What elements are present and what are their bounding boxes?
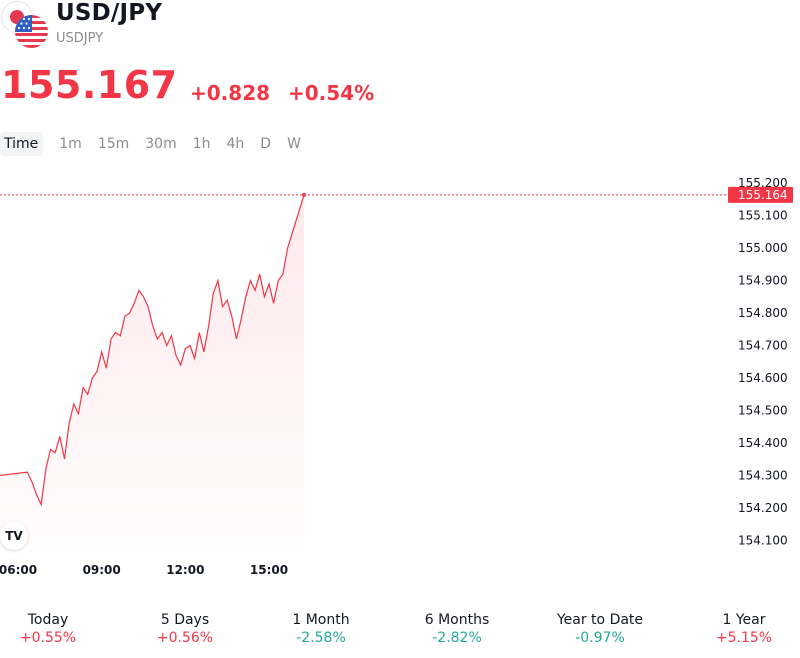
price-line (0, 194, 305, 507)
price-change-absolute: +0.828 (190, 81, 271, 105)
y-tick-label: 154.700 (738, 339, 788, 353)
y-tick-label: 155.200 (738, 176, 788, 190)
tab-1h[interactable]: 1h (192, 136, 211, 152)
price-chart[interactable]: 155.200 155.100 155.000 154.900 154.800 154.7… (0, 170, 800, 590)
price-chart-svg: 155.200 155.100 155.000 154.900 154.800 154.7… (0, 176, 793, 577)
perf-1-year[interactable]: 1 Year +5.15% (689, 611, 799, 647)
last-price: 155.167 (1, 63, 178, 107)
y-tick-label: 154.500 (738, 403, 788, 417)
x-tick-label: 15:00 (250, 563, 288, 577)
x-tick-label: 12:00 (166, 563, 204, 577)
symbol-ticker: USDJPY (56, 31, 104, 46)
perf-value: -2.82% (432, 630, 482, 646)
tab-30m[interactable]: 30m (145, 136, 177, 152)
last-price-dot (302, 192, 306, 197)
tradingview-logo[interactable]: TV (0, 522, 28, 550)
interval-tabs: Time 1m 15m 30m 1h 4h D W (0, 132, 309, 156)
perf-label: 5 Days (160, 612, 210, 628)
perf-value: +0.56% (156, 630, 214, 646)
perf-value: -0.97% (575, 630, 625, 646)
perf-year-to-date[interactable]: Year to Date -0.97% (545, 611, 655, 647)
y-tick-label: 154.900 (738, 274, 788, 288)
perf-5-days[interactable]: 5 Days +0.56% (130, 611, 240, 647)
currency-flags (0, 0, 50, 50)
perf-value: -2.58% (296, 630, 346, 646)
perf-label: 6 Months (424, 612, 490, 628)
y-tick-label: 154.100 (738, 533, 788, 547)
perf-6-months[interactable]: 6 Months -2.82% (402, 611, 512, 647)
perf-label: 1 Year (722, 612, 766, 628)
last-price-badge (728, 186, 793, 203)
price-area (0, 194, 304, 545)
y-tick-label: 155.000 (738, 241, 788, 255)
y-tick-label: 154.600 (738, 371, 788, 385)
tab-w[interactable]: W (287, 136, 301, 152)
perf-1-month[interactable]: 1 Month -2.58% (266, 611, 376, 647)
tab-time[interactable]: Time (0, 132, 44, 156)
x-tick-label: 06:00 (0, 563, 37, 577)
tab-1m[interactable]: 1m (59, 136, 82, 152)
x-tick-label: 09:00 (83, 563, 121, 577)
perf-label: Year to Date (556, 612, 644, 628)
tab-d[interactable]: D (260, 136, 272, 152)
y-tick-label: 155.100 (738, 209, 788, 223)
y-tick-label: 154.200 (738, 501, 788, 515)
symbol-title: USD/JPY (56, 0, 163, 26)
us-flag-icon (15, 15, 48, 48)
perf-value: +5.15% (715, 630, 773, 646)
y-tick-label: 154.400 (738, 436, 788, 450)
price-change-percent: +0.54% (288, 81, 375, 105)
last-price-badge-label: 155.164 (738, 188, 788, 202)
tab-15m[interactable]: 15m (97, 136, 130, 152)
perf-value: +0.55% (19, 630, 77, 646)
tab-4h[interactable]: 4h (226, 136, 245, 152)
performance-bar: Today +0.55% 5 Days +0.56% 1 Month -2.58… (0, 611, 800, 651)
perf-label: Today (27, 612, 69, 628)
y-tick-label: 154.300 (738, 468, 788, 482)
y-tick-label: 154.800 (738, 306, 788, 320)
perf-today[interactable]: Today +0.55% (0, 611, 103, 647)
perf-label: 1 Month (292, 612, 350, 628)
